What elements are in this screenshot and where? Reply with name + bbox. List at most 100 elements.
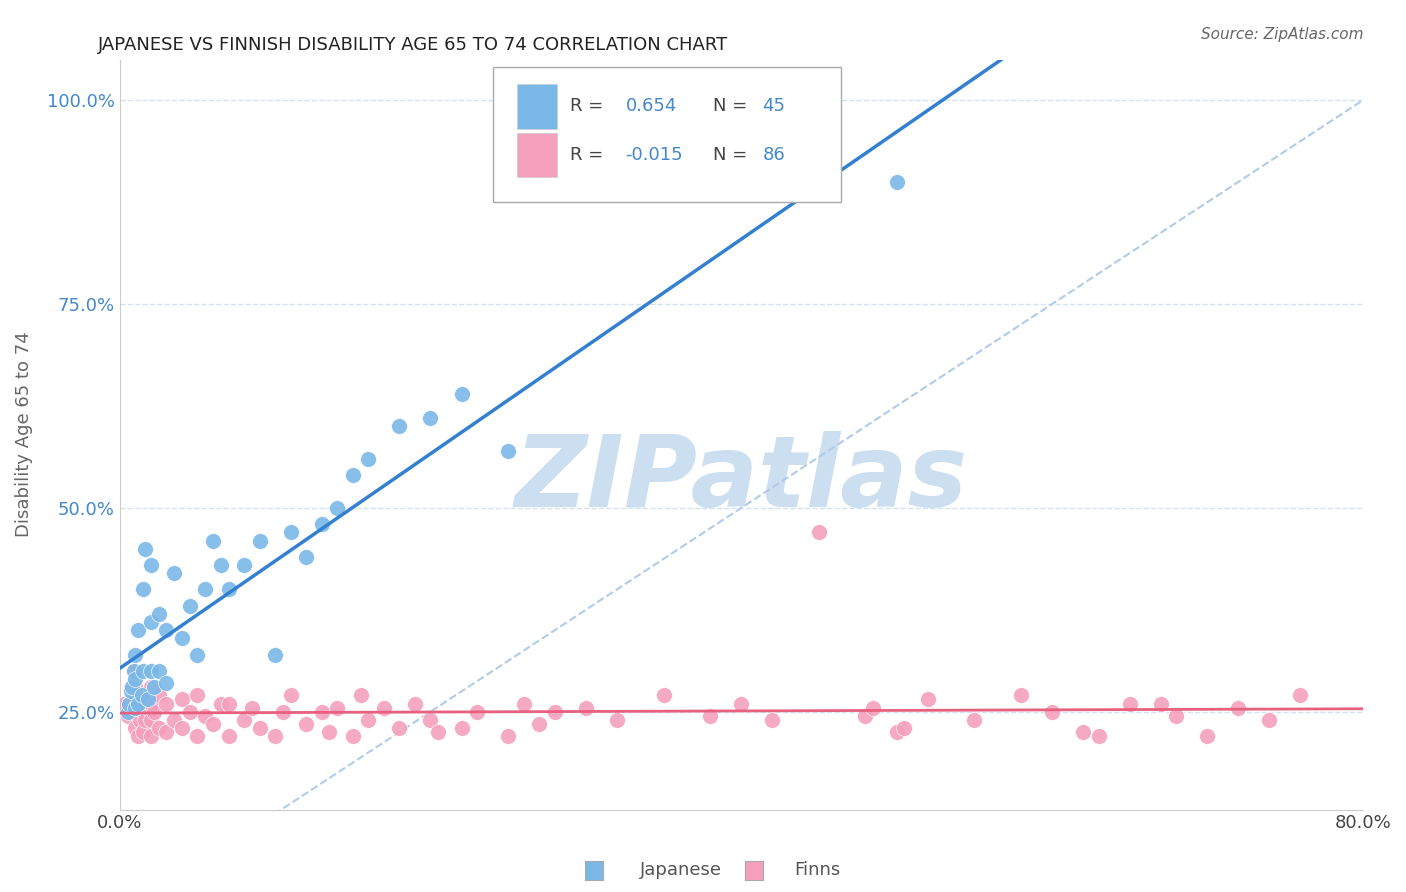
Point: [357, 713, 380, 727]
Point: [139, 558, 162, 572]
Point: [139, 729, 162, 743]
FancyBboxPatch shape: [517, 85, 557, 128]
Point: [120, 684, 142, 698]
Point: [450, 721, 472, 735]
Text: -0.015: -0.015: [626, 146, 683, 164]
Point: [761, 713, 783, 727]
Point: [295, 549, 318, 564]
Point: [699, 708, 721, 723]
Point: [132, 725, 155, 739]
Point: [730, 697, 752, 711]
Text: 86: 86: [762, 146, 785, 164]
Point: [170, 632, 193, 646]
Point: [326, 700, 349, 714]
Point: [132, 664, 155, 678]
Point: [862, 700, 884, 714]
Point: [209, 558, 232, 572]
Point: [311, 705, 333, 719]
Point: [465, 705, 488, 719]
Point: [404, 697, 426, 711]
Point: [280, 525, 302, 540]
Point: [233, 558, 256, 572]
Point: [135, 697, 157, 711]
Point: [163, 713, 186, 727]
Point: [249, 721, 271, 735]
Point: [318, 725, 340, 739]
Point: [271, 705, 294, 719]
Point: [606, 713, 628, 727]
Point: [201, 717, 224, 731]
Point: [388, 721, 411, 735]
Point: [201, 533, 224, 548]
Point: [349, 689, 371, 703]
Point: [342, 468, 364, 483]
Point: [373, 700, 395, 714]
Point: [134, 713, 156, 727]
Point: [529, 717, 551, 731]
Point: [388, 419, 411, 434]
Point: [652, 689, 675, 703]
Point: [127, 624, 149, 638]
Text: JAPANESE VS FINNISH DISABILITY AGE 65 TO 74 CORRELATION CHART: JAPANESE VS FINNISH DISABILITY AGE 65 TO…: [98, 36, 728, 54]
Point: [427, 725, 450, 739]
Point: [139, 664, 162, 678]
Point: [194, 582, 217, 597]
FancyBboxPatch shape: [492, 67, 841, 202]
Point: [311, 517, 333, 532]
Point: [118, 697, 141, 711]
Point: [139, 697, 162, 711]
Point: [136, 700, 159, 714]
Point: [496, 729, 519, 743]
Point: [233, 713, 256, 727]
Point: [179, 599, 201, 613]
Text: N =: N =: [713, 146, 752, 164]
Text: ZIPatlas: ZIPatlas: [515, 431, 967, 528]
Point: [342, 729, 364, 743]
Point: [125, 697, 148, 711]
Text: R =: R =: [569, 146, 609, 164]
Point: [1010, 689, 1032, 703]
Point: [295, 717, 318, 731]
Point: [124, 672, 146, 686]
Point: [1166, 708, 1188, 723]
Point: [496, 443, 519, 458]
Point: [155, 697, 177, 711]
Point: [886, 175, 908, 189]
Y-axis label: Disability Age 65 to 74: Disability Age 65 to 74: [15, 332, 32, 538]
Text: Source: ZipAtlas.com: Source: ZipAtlas.com: [1201, 27, 1364, 42]
Point: [249, 533, 271, 548]
Point: [148, 689, 170, 703]
Point: [512, 697, 534, 711]
Point: [117, 708, 139, 723]
Point: [155, 725, 177, 739]
Point: [1150, 697, 1173, 711]
Point: [186, 729, 208, 743]
Point: [127, 729, 149, 743]
Point: [575, 700, 598, 714]
Point: [124, 700, 146, 714]
Point: [163, 566, 186, 581]
Point: [264, 648, 287, 662]
Point: [893, 721, 915, 735]
Point: [155, 676, 177, 690]
Point: [419, 713, 441, 727]
Text: 45: 45: [762, 97, 786, 115]
Point: [148, 607, 170, 621]
Point: [142, 705, 165, 719]
Point: [122, 664, 145, 678]
Point: [179, 705, 201, 719]
FancyBboxPatch shape: [517, 133, 557, 178]
Point: [209, 697, 232, 711]
Point: [134, 541, 156, 556]
Point: [148, 721, 170, 735]
Point: [218, 582, 240, 597]
Point: [170, 692, 193, 706]
Point: [124, 721, 146, 735]
Point: [1258, 713, 1281, 727]
Point: [121, 705, 143, 719]
Point: [122, 664, 145, 678]
Point: [886, 725, 908, 739]
Point: [186, 648, 208, 662]
Point: [1087, 729, 1109, 743]
Point: [129, 713, 152, 727]
